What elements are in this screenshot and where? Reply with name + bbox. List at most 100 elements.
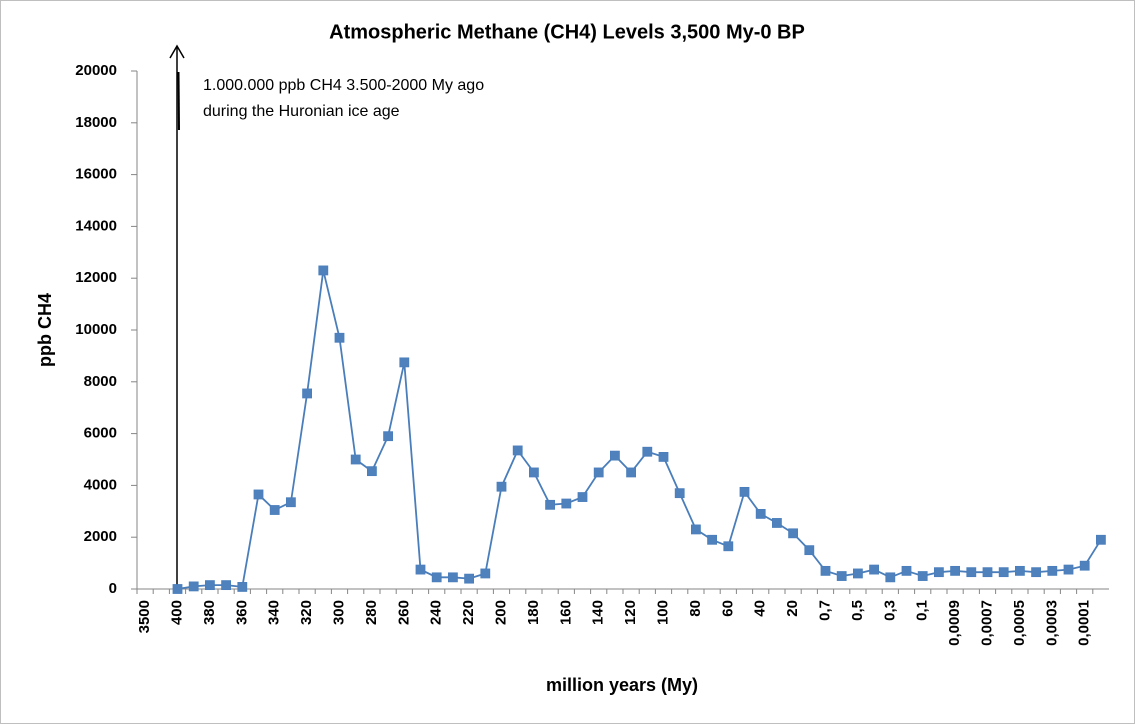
data-point — [691, 524, 701, 535]
x-tick-label: 180 — [525, 600, 542, 625]
data-point — [253, 489, 264, 500]
data-point — [464, 573, 475, 584]
y-tick-label: 20000 — [75, 62, 117, 79]
data-point — [610, 450, 620, 461]
y-tick-label: 0 — [109, 580, 117, 597]
x-tick-label: 340 — [266, 600, 283, 625]
data-point — [658, 452, 669, 462]
data-point — [269, 505, 280, 515]
x-tick-label: 0,0003 — [1043, 600, 1060, 646]
data-point — [966, 567, 977, 578]
data-point — [415, 564, 426, 575]
data-point — [1015, 565, 1025, 576]
data-point — [788, 528, 798, 539]
data-point — [626, 467, 636, 478]
x-tick-label: 280 — [363, 600, 380, 625]
data-point — [366, 466, 377, 477]
x-tick-label: 200 — [492, 600, 509, 625]
x-tick-label: 3500 — [136, 600, 153, 633]
annotation: during the Huronian ice age — [203, 103, 400, 120]
x-tick-label: 320 — [298, 600, 315, 625]
arrow-mark — [177, 71, 180, 131]
annotation: 1.000.000 ppb CH4 3.500-2000 My ago — [203, 77, 484, 94]
data-point — [836, 571, 847, 581]
x-tick-label: 0,0005 — [1011, 600, 1028, 646]
data-line — [177, 270, 1102, 590]
x-tick-label: 0,5 — [849, 600, 866, 621]
data-point — [447, 572, 458, 583]
data-point — [755, 508, 766, 519]
y-tick-label: 2000 — [84, 528, 117, 545]
x-tick-label: 400 — [168, 600, 185, 625]
data-point — [399, 357, 410, 368]
data-point — [998, 567, 1009, 578]
data-point — [739, 486, 750, 497]
data-point — [529, 467, 539, 478]
x-tick-label: 20 — [784, 600, 801, 617]
data-point — [853, 568, 863, 579]
x-axis-title: million years (My) — [546, 675, 698, 695]
data-point — [334, 332, 345, 343]
data-point — [917, 571, 928, 581]
x-tick-label: 0,0001 — [1076, 600, 1093, 646]
data-point — [172, 584, 183, 594]
x-tick-label: 120 — [622, 600, 639, 625]
data-point — [593, 467, 604, 478]
y-tick-label: 8000 — [84, 373, 117, 390]
data-point — [869, 564, 879, 575]
data-point — [285, 497, 296, 508]
arrow-head — [169, 44, 185, 59]
data-point — [642, 446, 653, 457]
x-tick-label: 100 — [654, 600, 671, 625]
data-point — [1031, 567, 1041, 578]
data-point — [496, 481, 507, 492]
data-point — [1096, 534, 1106, 545]
data-point — [237, 582, 248, 592]
data-point — [772, 518, 782, 528]
x-tick-label: 0,0007 — [978, 600, 995, 646]
x-tick-label: 360 — [233, 600, 250, 625]
y-axis-title: ppb CH4 — [35, 293, 55, 367]
data-point — [950, 565, 960, 576]
data-point — [302, 388, 313, 399]
x-tick-label: 240 — [428, 600, 445, 625]
y-tick-label: 16000 — [75, 166, 117, 183]
x-tick-label: 220 — [460, 600, 477, 625]
x-tick-label: 140 — [590, 600, 607, 625]
data-point — [1079, 560, 1090, 571]
x-tick-label: 0,7 — [816, 600, 833, 621]
y-tick-label: 6000 — [84, 425, 117, 442]
data-point — [820, 565, 831, 576]
data-point — [545, 499, 555, 510]
data-point — [1063, 564, 1074, 575]
x-tick-label: 60 — [719, 600, 736, 617]
x-tick-label: 0,1 — [914, 600, 931, 621]
y-tick-label: 14000 — [75, 217, 117, 234]
y-tick-label: 10000 — [75, 321, 117, 338]
data-point — [512, 445, 523, 456]
x-tick-label: 40 — [752, 600, 769, 617]
chart-title: Atmospheric Methane (CH4) Levels 3,500 M… — [329, 21, 805, 43]
data-point — [204, 580, 215, 591]
data-point — [674, 488, 685, 499]
x-tick-label: 160 — [557, 600, 574, 625]
data-point — [577, 492, 588, 502]
data-point — [383, 431, 394, 442]
x-tick-label: 0,3 — [881, 600, 898, 621]
y-tick-label: 4000 — [84, 476, 117, 493]
data-point — [350, 454, 361, 465]
data-point — [934, 567, 944, 578]
data-point — [188, 581, 199, 592]
data-point — [1047, 565, 1058, 576]
x-tick-label: 0,0009 — [946, 600, 963, 646]
data-point — [804, 545, 815, 556]
data-point — [707, 534, 717, 545]
data-point — [480, 568, 491, 579]
data-point — [221, 580, 232, 591]
data-point — [885, 572, 896, 583]
x-tick-label: 260 — [395, 600, 412, 625]
data-point — [723, 541, 734, 552]
y-tick-label: 12000 — [75, 269, 117, 286]
y-tick-label: 18000 — [75, 114, 117, 131]
